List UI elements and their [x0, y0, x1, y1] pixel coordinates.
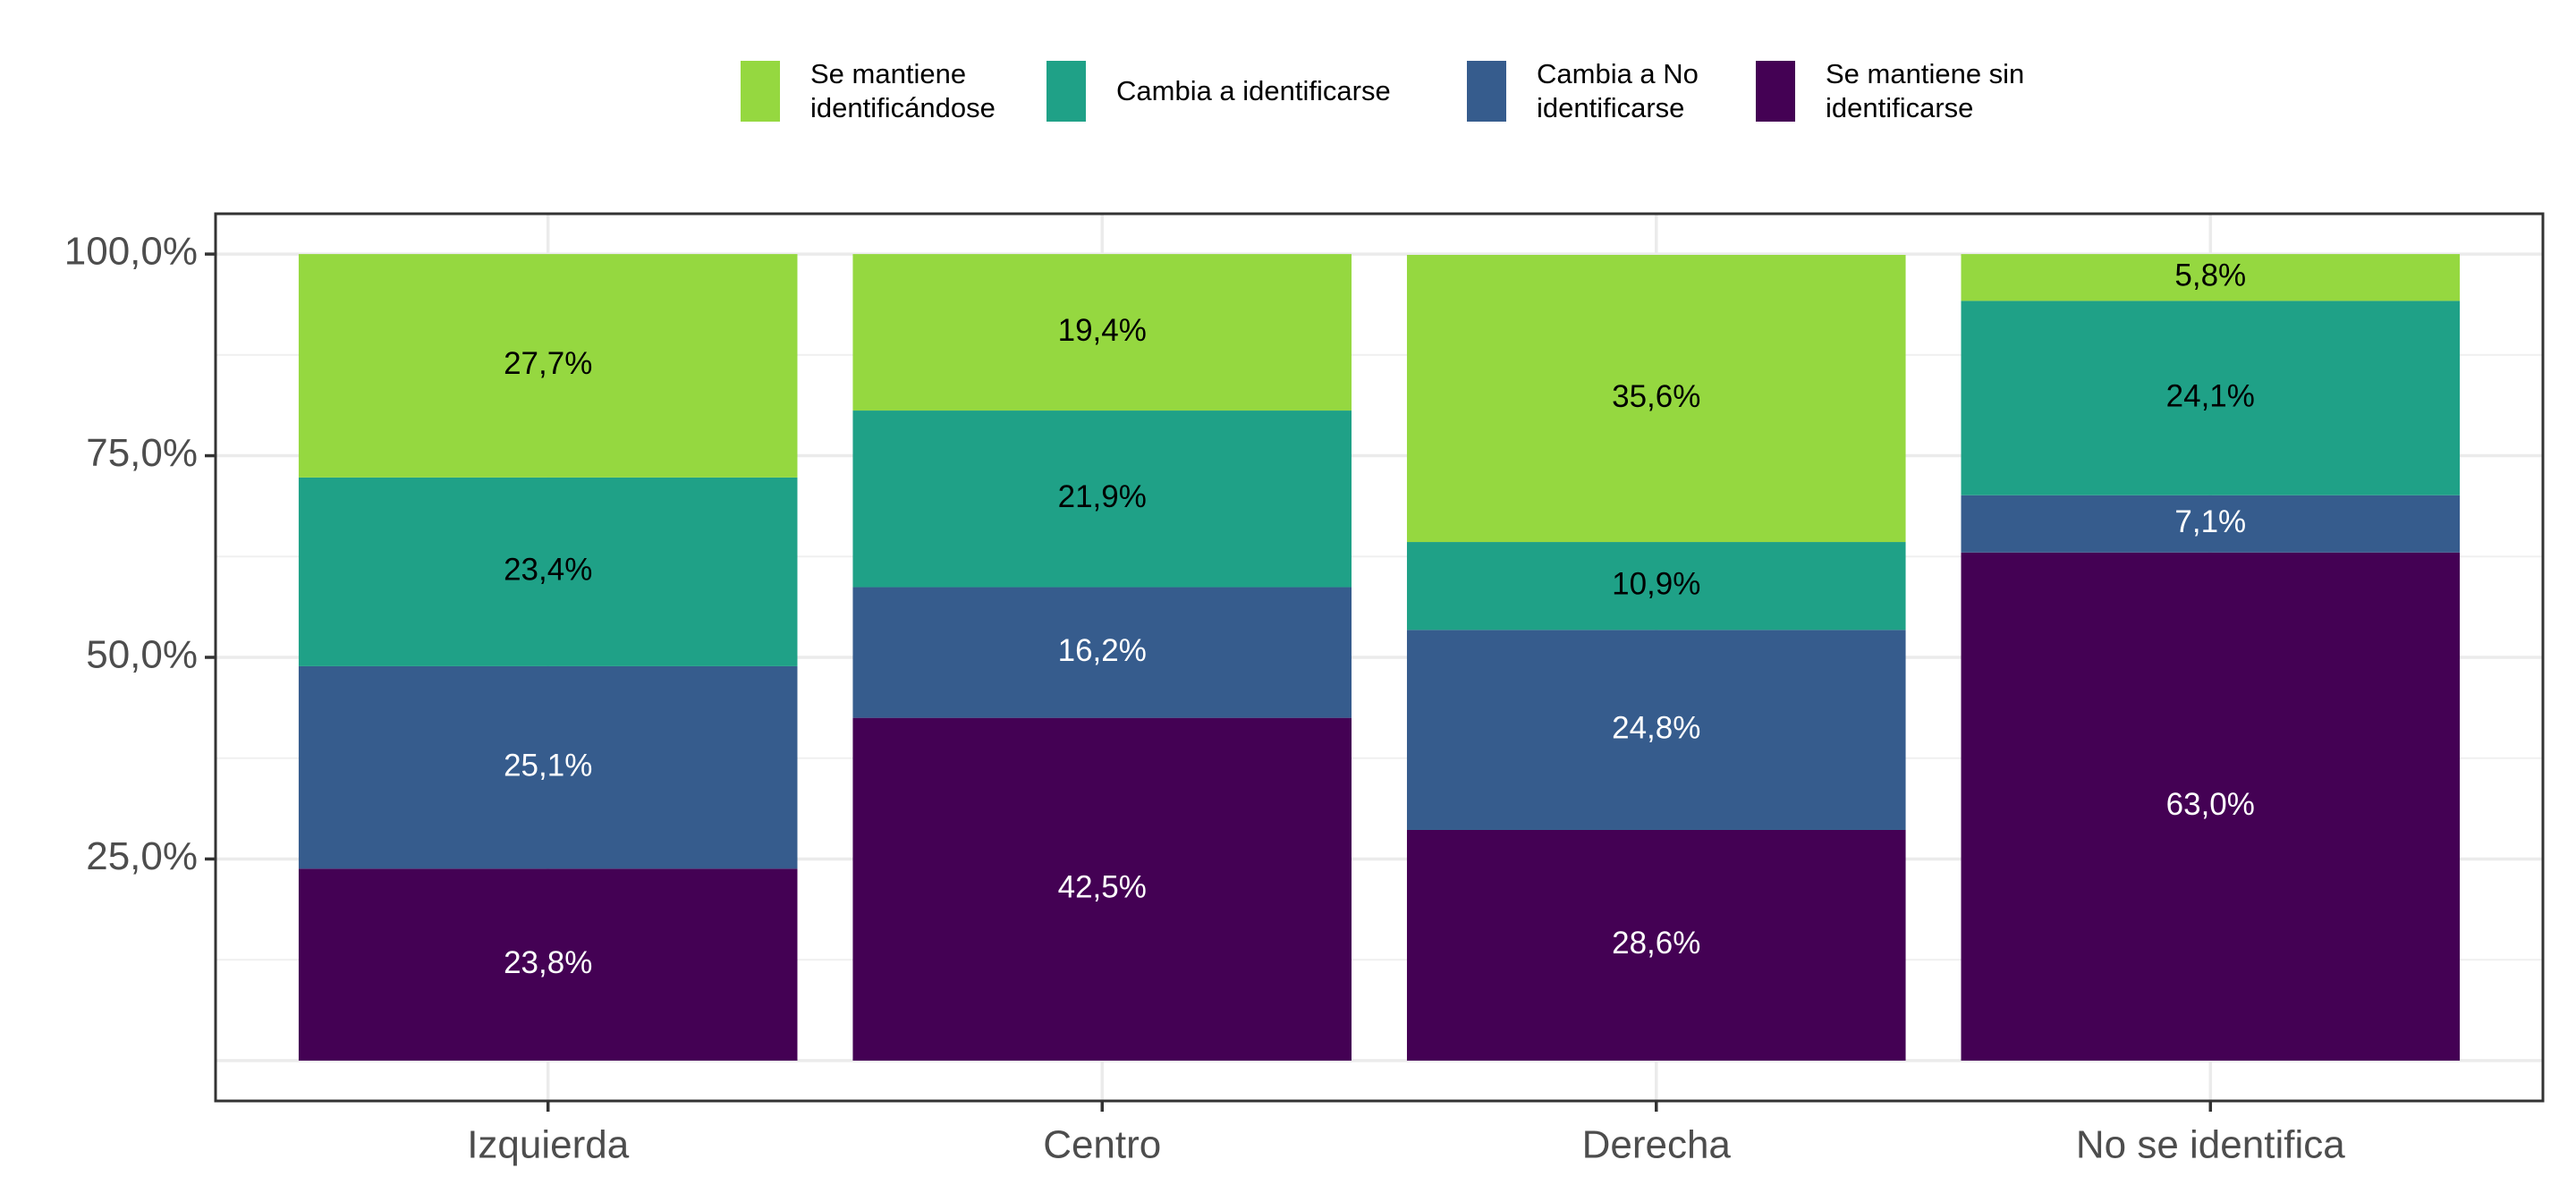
y-tick-label: 100,0% [64, 230, 198, 274]
legend-label: Se mantiene sin identificarse [1826, 58, 2025, 123]
x-tick-label: Derecha [1582, 1123, 1732, 1167]
bar-segment [1961, 254, 2461, 301]
data-label: 10,9% [1612, 566, 1700, 601]
y-tick-label: 50,0% [86, 633, 198, 677]
bar-segment [298, 254, 798, 478]
legend-key [1756, 61, 1795, 122]
bar-segment [852, 717, 1352, 1061]
data-label: 25,1% [504, 748, 592, 783]
legend-item: Cambia a identificarse [1046, 59, 1492, 123]
x-tick-label: No se identifica [2076, 1123, 2345, 1167]
data-label: 27,7% [504, 346, 592, 381]
bar-segment [852, 411, 1352, 588]
x-tick-label: Centro [1043, 1123, 1161, 1167]
bar-segment [1961, 300, 2461, 495]
data-label: 23,8% [504, 945, 592, 980]
bar-segment [298, 868, 798, 1061]
bar-segment [852, 254, 1352, 411]
legend-item: Cambia a No identificarse [1467, 58, 1738, 123]
bar-segment [1406, 542, 1906, 631]
legend-key [741, 61, 780, 122]
bar-segment [1406, 254, 1906, 543]
data-label: 19,4% [1058, 313, 1147, 348]
x-tick-label: Izquierda [467, 1123, 630, 1167]
data-label: 28,6% [1612, 926, 1700, 961]
legend-key [1467, 61, 1506, 122]
data-label: 24,1% [2166, 378, 2255, 413]
legend-item: Se mantiene identificándose [741, 58, 1034, 123]
legend-label: Cambia a identificarse [1116, 75, 1391, 106]
bar-segment [1406, 829, 1906, 1061]
legend-label: Se mantiene identificándose [810, 58, 996, 123]
data-label: 5,8% [2174, 258, 2246, 292]
legend-label: Cambia a No identificarse [1537, 58, 1699, 123]
bar-segment [852, 587, 1352, 718]
data-label: 7,1% [2174, 504, 2246, 539]
data-label: 16,2% [1058, 633, 1147, 668]
data-label: 24,8% [1612, 710, 1700, 745]
data-label: 21,9% [1058, 479, 1147, 514]
bar-segment [1961, 495, 2461, 553]
bar-segment [1961, 552, 2461, 1061]
plot-border [214, 212, 2545, 1103]
legend-item: Se mantiene sin identificarse [1756, 58, 2067, 123]
data-label: 35,6% [1612, 379, 1700, 414]
data-label: 23,4% [504, 553, 592, 588]
data-label: 63,0% [2166, 787, 2255, 822]
data-label: 42,5% [1058, 870, 1147, 905]
legend: Se mantiene identificándose Cambia a iden… [0, 58, 2576, 127]
bar-segment [1406, 630, 1906, 830]
legend-key [1046, 61, 1086, 122]
y-tick-label: 25,0% [86, 834, 198, 878]
y-tick-label: 75,0% [86, 431, 198, 475]
bar-segment [298, 477, 798, 666]
bar-segment [298, 665, 798, 869]
